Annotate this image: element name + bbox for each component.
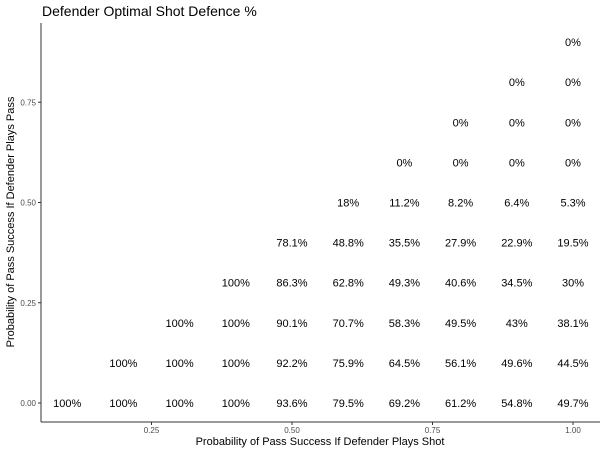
data-label: 0% [509,77,525,89]
data-label: 64.5% [389,358,420,370]
data-label: 49.7% [557,398,588,410]
data-label: 11.2% [389,198,420,210]
data-label: 93.6% [276,398,307,410]
data-label: 100% [222,358,250,370]
x-axis-label: Probability of Pass Success If Defender … [196,436,445,448]
data-label: 62.8% [333,278,364,290]
y-tick-label: 0.25 [20,299,36,308]
data-label: 35.5% [389,238,420,250]
data-label: 58.3% [389,318,420,330]
chart-title: Defender Optimal Shot Defence % [42,3,257,19]
data-label: 90.1% [276,318,307,330]
data-label: 0% [509,157,525,169]
data-label: 0% [565,157,581,169]
data-label: 92.2% [276,358,307,370]
data-label: 100% [222,398,250,410]
data-label: 0% [565,37,581,49]
data-label: 40.6% [445,278,476,290]
data-label: 100% [166,398,194,410]
x-tick-label: 0.50 [284,426,300,435]
data-label: 34.5% [501,278,532,290]
y-axis-label: Probability of Pass Success If Defender … [5,96,17,347]
data-label: 0% [565,77,581,89]
data-label: 6.4% [504,198,529,210]
y-tick-label: 0.50 [20,199,36,208]
data-label: 100% [53,398,81,410]
data-label: 49.5% [445,318,476,330]
data-label: 0% [565,117,581,129]
data-label: 27.9% [445,238,476,250]
data-label: 44.5% [557,358,588,370]
data-label: 79.5% [333,398,364,410]
data-label: 0% [453,157,469,169]
data-label: 49.6% [501,358,532,370]
y-tick-label: 0.00 [20,399,36,408]
x-tick-label: 0.75 [425,426,441,435]
y-tick-label: 0.75 [20,98,36,107]
data-label: 54.8% [501,398,532,410]
x-tick-label: 0.25 [144,426,160,435]
data-label: 5.3% [560,198,585,210]
data-label: 86.3% [276,278,307,290]
data-label: 56.1% [445,358,476,370]
data-label: 0% [509,117,525,129]
data-label: 0% [453,117,469,129]
data-label: 100% [166,318,194,330]
data-label: 8.2% [448,198,473,210]
data-label: 75.9% [333,358,364,370]
data-label: 22.9% [501,238,532,250]
data-label: 100% [166,358,194,370]
data-label: 43% [506,318,528,330]
data-label: 49.3% [389,278,420,290]
data-label: 38.1% [557,318,588,330]
data-label: 30% [562,278,584,290]
data-label: 19.5% [557,238,588,250]
data-label: 100% [222,318,250,330]
data-label: 0% [396,157,412,169]
data-label: 69.2% [389,398,420,410]
data-label: 100% [109,358,137,370]
data-label: 100% [222,278,250,290]
data-label: 61.2% [445,398,476,410]
data-label: 100% [109,398,137,410]
data-label: 70.7% [333,318,364,330]
data-label: 18% [337,198,359,210]
data-label: 48.8% [333,238,364,250]
data-label: 78.1% [276,238,307,250]
x-tick-label: 1.00 [565,426,581,435]
